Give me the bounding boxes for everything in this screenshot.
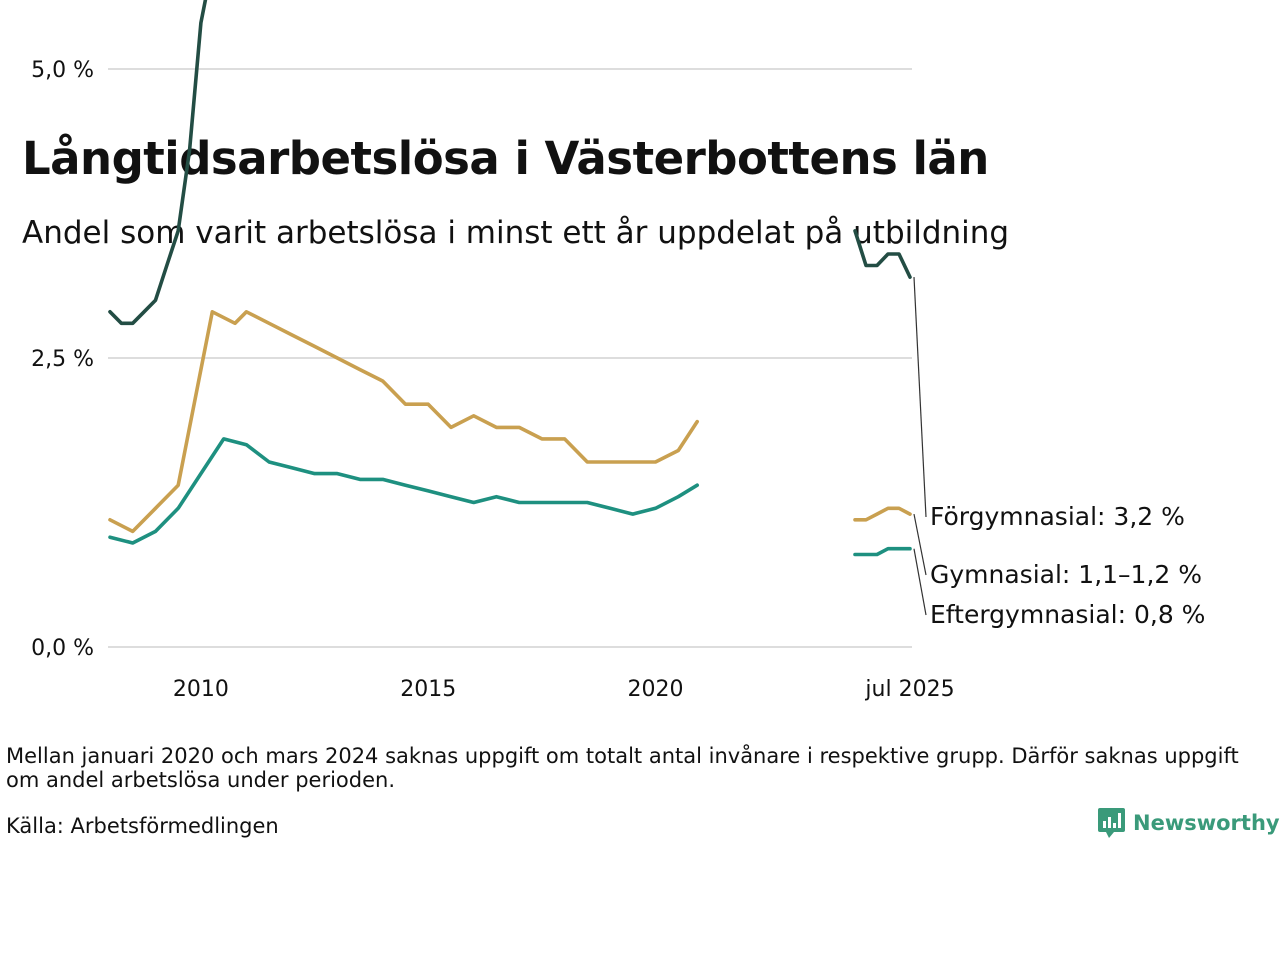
x-axis-ticks: 2010 2015 2020 jul 2025 [173, 677, 955, 702]
series-end-label: Eftergymnasial: 0,8 % [930, 600, 1205, 629]
label-leader-line [913, 548, 927, 616]
series-lines [108, 0, 927, 616]
series-line-förgymnasial-period1 [108, 0, 208, 326]
y-axis-ticks: 0,0 %2,5 %5,0 %7,5 % [31, 58, 94, 661]
series-end-labels: Förgymnasial: 3,2 % Gymnasial: 1,1–1,2 % E… [930, 502, 1205, 629]
chart-title: Långtidsarbetslösa i Västerbottens län [22, 132, 989, 185]
logo-text: Newsworthy [1133, 811, 1280, 835]
series-line-eftergymnasial-period1 [108, 437, 700, 545]
footnote: Mellan januari 2020 och mars 2024 saknas… [6, 744, 1239, 792]
newsworthy-logo: Newsworthy [1098, 808, 1280, 838]
series-end-label: Förgymnasial: 3,2 % [930, 502, 1185, 531]
y-tick-label: 5,0 % [31, 58, 94, 83]
label-leader-line [913, 513, 927, 576]
series-end-label: Gymnasial: 1,1–1,2 % [930, 560, 1202, 589]
y-tick-label: 0,0 % [31, 636, 94, 661]
x-tick-label: 2010 [173, 677, 229, 702]
chart-subtitle: Andel som varit arbetslösa i minst ett å… [22, 215, 1010, 251]
x-tick-label: 2020 [628, 677, 684, 702]
x-tick-label: jul 2025 [864, 677, 954, 702]
bar-chart-speech-icon [1098, 808, 1125, 838]
series-line-förgymnasial-period2 [853, 229, 912, 279]
series-line-gymnasial-period1 [108, 309, 700, 534]
gridlines [108, 68, 912, 648]
series-line-eftergymnasial-period2 [853, 546, 912, 557]
x-tick-label: 2015 [400, 677, 456, 702]
y-tick-label: 2,5 % [31, 347, 94, 372]
label-leader-line [913, 277, 927, 518]
series-line-gymnasial-period2 [853, 506, 912, 522]
source-note: Källa: Arbetsförmedlingen [6, 814, 279, 838]
